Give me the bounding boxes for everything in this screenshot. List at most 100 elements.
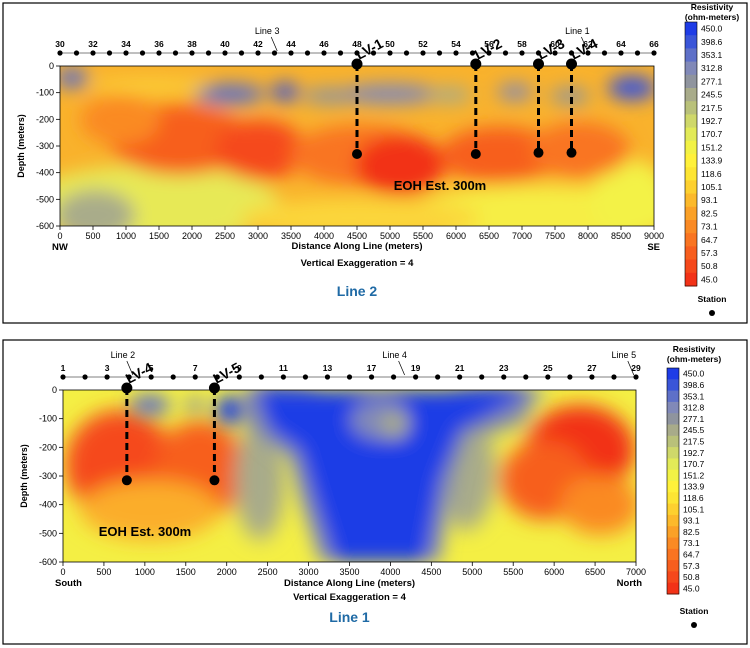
legend-swatch xyxy=(685,114,697,129)
station-number: 66 xyxy=(649,39,659,49)
legend-value: 217.5 xyxy=(701,103,723,113)
station-number: 54 xyxy=(451,39,461,49)
x-tick-label: 1500 xyxy=(149,231,169,241)
legend-swatch xyxy=(685,259,697,274)
x-tick-label: 4500 xyxy=(347,231,367,241)
drill-hole-collar xyxy=(208,382,220,394)
station-number: 25 xyxy=(543,363,553,373)
legend-value: 245.5 xyxy=(701,90,723,100)
x-tick-label: 3500 xyxy=(339,567,359,577)
x-tick-label: 5000 xyxy=(380,231,400,241)
station-number: 34 xyxy=(121,39,131,49)
legend-swatch xyxy=(685,61,697,76)
legend-swatch xyxy=(685,48,697,63)
y-tick-label: -300 xyxy=(36,141,54,151)
line-intersection-leader xyxy=(581,36,588,52)
legend-swatch xyxy=(667,458,679,471)
legend-value: 398.6 xyxy=(701,37,723,47)
legend-value: 64.7 xyxy=(683,549,700,559)
vertical-exaggeration-label: Vertical Exaggeration = 4 xyxy=(301,258,414,269)
x-tick-label: 6500 xyxy=(585,567,605,577)
station-number: 3 xyxy=(105,363,110,373)
legend-value: 450.0 xyxy=(683,369,705,379)
station-number: 13 xyxy=(323,363,333,373)
legend-value: 118.6 xyxy=(701,169,722,179)
drill-hole-end xyxy=(566,147,577,158)
legend-swatch xyxy=(685,233,697,247)
station-number: 19 xyxy=(411,363,421,373)
y-axis-label: Depth (meters) xyxy=(19,444,29,508)
x-tick-label: 3000 xyxy=(248,231,268,241)
drill-hole-collar xyxy=(533,58,544,70)
y-axis-label: Depth (meters) xyxy=(16,114,26,178)
x-tick-label: 9000 xyxy=(644,231,664,241)
y-tick-label: -100 xyxy=(36,88,54,98)
vertical-exaggeration-label: Vertical Exaggeration = 4 xyxy=(293,592,406,603)
legend-value: 245.5 xyxy=(683,425,705,435)
x-tick-label: 2000 xyxy=(217,567,237,577)
drill-hole-collar xyxy=(566,58,577,70)
x-tick-label: 6500 xyxy=(479,231,499,241)
line-intersection-label: Line 2 xyxy=(111,350,136,360)
x-axis-label: Distance Along Line (meters) xyxy=(291,241,422,252)
x-tick-label: 3500 xyxy=(281,231,301,241)
station-number: 42 xyxy=(253,39,263,49)
drill-hole-end xyxy=(533,147,544,158)
legend-value: 105.1 xyxy=(701,182,723,192)
left-direction-label: South xyxy=(55,578,82,589)
panel-line-2-section xyxy=(60,66,654,226)
x-tick-label: 2500 xyxy=(215,231,235,241)
legend-value: 133.9 xyxy=(683,482,705,492)
x-tick-label: 8000 xyxy=(578,231,598,241)
x-tick-label: 7000 xyxy=(512,231,532,241)
legend-value: 277.1 xyxy=(701,76,723,86)
legend-value: 57.3 xyxy=(683,561,700,571)
line-intersection-label: Line 4 xyxy=(382,350,407,360)
station-number: 40 xyxy=(220,39,230,49)
eoh-annotation: EOH Est. 300m xyxy=(394,178,487,193)
legend-swatch xyxy=(667,537,679,550)
legend-swatch xyxy=(667,526,679,538)
station-number: 48 xyxy=(352,39,362,49)
legend-swatch xyxy=(685,272,697,287)
right-direction-label: SE xyxy=(647,242,660,253)
line-intersection-leader xyxy=(270,36,278,52)
x-tick-label: 5500 xyxy=(413,231,433,241)
legend-colorbar-border xyxy=(684,21,698,287)
legend-value: 45.0 xyxy=(701,274,718,284)
line-intersection-label: Line 3 xyxy=(255,26,280,36)
legend-swatch xyxy=(685,88,697,102)
line-intersection-label: Line 1 xyxy=(565,26,590,36)
y-tick-label: -600 xyxy=(39,557,57,567)
legend-value: 82.5 xyxy=(683,527,700,537)
legend-swatch xyxy=(685,220,697,234)
legend-station-marker xyxy=(691,622,697,628)
legend-swatch xyxy=(685,193,697,208)
panel-line-1-section xyxy=(63,390,636,562)
legend-value: 170.7 xyxy=(701,129,723,139)
legend-value: 312.8 xyxy=(701,63,723,73)
legend-value: 93.1 xyxy=(683,516,700,526)
legend-swatch xyxy=(667,571,679,584)
legend-value: 192.7 xyxy=(701,116,723,126)
x-tick-label: 500 xyxy=(96,567,111,577)
x-tick-label: 0 xyxy=(57,231,62,241)
station-number: 17 xyxy=(367,363,377,373)
x-tick-label: 1500 xyxy=(176,567,196,577)
legend-value: 73.1 xyxy=(683,538,700,548)
legend-swatch xyxy=(667,548,679,561)
station-number: 58 xyxy=(517,39,527,49)
station-number: 29 xyxy=(631,363,641,373)
legend-swatch xyxy=(667,401,679,414)
legend-swatch xyxy=(685,127,697,142)
legend-value: 93.1 xyxy=(701,195,718,205)
legend-value: 50.8 xyxy=(701,261,718,271)
x-tick-label: 4000 xyxy=(314,231,334,241)
legend-swatch xyxy=(667,582,679,595)
panel-line-1-axes: 0 500 1000 1500 2000 2500 3000 3500 4000 4500 5000… xyxy=(19,363,646,625)
y-tick-label: 0 xyxy=(52,385,57,395)
y-tick-label: -200 xyxy=(39,442,57,452)
drill-hole-end xyxy=(470,149,481,159)
drill-hole-end xyxy=(121,475,132,486)
